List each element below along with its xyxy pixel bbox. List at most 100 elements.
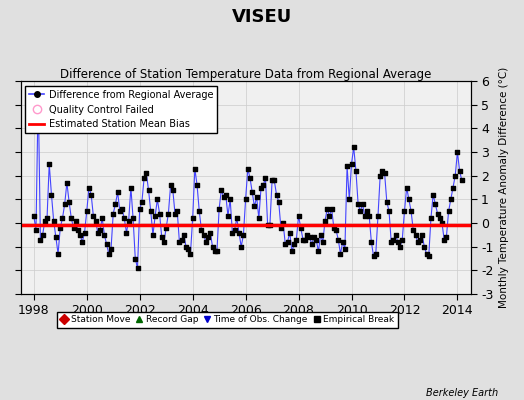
Point bbox=[45, 161, 53, 167]
Point bbox=[332, 227, 340, 233]
Point bbox=[237, 244, 245, 250]
Point bbox=[294, 213, 303, 219]
Point bbox=[164, 210, 172, 217]
Point bbox=[413, 239, 422, 245]
Point bbox=[239, 232, 248, 238]
Point bbox=[197, 227, 205, 233]
Point bbox=[180, 232, 188, 238]
Point bbox=[58, 215, 67, 222]
Point bbox=[431, 201, 440, 207]
Point bbox=[226, 196, 234, 202]
Point bbox=[149, 232, 157, 238]
Point bbox=[89, 213, 97, 219]
Point bbox=[427, 215, 435, 222]
Point bbox=[451, 172, 460, 179]
Point bbox=[250, 203, 259, 210]
Point bbox=[429, 192, 438, 198]
Point bbox=[418, 232, 427, 238]
Point bbox=[116, 208, 124, 214]
Point bbox=[330, 224, 338, 231]
Point bbox=[69, 224, 78, 231]
Point bbox=[343, 163, 351, 170]
Point bbox=[158, 234, 166, 240]
Point bbox=[186, 251, 194, 257]
Point bbox=[49, 218, 58, 224]
Point bbox=[83, 208, 91, 214]
Point bbox=[301, 236, 309, 243]
Point bbox=[308, 241, 316, 248]
Point bbox=[155, 210, 163, 217]
Point bbox=[76, 232, 84, 238]
Point bbox=[248, 189, 256, 196]
Point bbox=[314, 248, 323, 255]
Point bbox=[435, 215, 444, 222]
Point bbox=[416, 236, 424, 243]
Point bbox=[54, 251, 62, 257]
Point bbox=[440, 236, 449, 243]
Point bbox=[363, 208, 371, 214]
Point bbox=[142, 170, 150, 176]
Point bbox=[279, 220, 287, 226]
Point bbox=[120, 215, 128, 222]
Point bbox=[34, 90, 42, 96]
Point bbox=[253, 194, 261, 200]
Point bbox=[319, 239, 327, 245]
Point bbox=[369, 253, 378, 259]
Point bbox=[290, 241, 298, 248]
Point bbox=[222, 192, 230, 198]
Point bbox=[455, 168, 464, 174]
Point bbox=[361, 213, 369, 219]
Point bbox=[433, 210, 442, 217]
Point bbox=[114, 189, 122, 196]
Point bbox=[422, 251, 431, 257]
Point bbox=[409, 227, 418, 233]
Point bbox=[378, 168, 387, 174]
Point bbox=[118, 206, 126, 212]
Point bbox=[405, 196, 413, 202]
Point bbox=[347, 161, 356, 167]
Point bbox=[398, 236, 407, 243]
Text: Berkeley Earth: Berkeley Earth bbox=[425, 388, 498, 398]
Point bbox=[259, 182, 267, 188]
Point bbox=[438, 220, 446, 226]
Point bbox=[109, 210, 117, 217]
Point bbox=[136, 206, 144, 212]
Point bbox=[303, 232, 312, 238]
Point bbox=[288, 248, 296, 255]
Point bbox=[71, 218, 80, 224]
Point bbox=[356, 208, 365, 214]
Point bbox=[244, 165, 252, 172]
Point bbox=[396, 244, 404, 250]
Point bbox=[297, 224, 305, 231]
Point bbox=[444, 208, 453, 214]
Point bbox=[41, 218, 49, 224]
Point bbox=[453, 149, 462, 155]
Point bbox=[266, 222, 274, 229]
Point bbox=[87, 192, 95, 198]
Point bbox=[246, 175, 254, 181]
Point bbox=[85, 184, 93, 191]
Point bbox=[321, 218, 329, 224]
Point bbox=[255, 215, 263, 222]
Point bbox=[32, 227, 40, 233]
Point bbox=[213, 248, 221, 255]
Point bbox=[358, 201, 367, 207]
Point bbox=[286, 229, 294, 236]
Point bbox=[367, 239, 376, 245]
Point bbox=[140, 175, 148, 181]
Point bbox=[60, 201, 69, 207]
Point bbox=[394, 239, 402, 245]
Point bbox=[411, 232, 420, 238]
Point bbox=[96, 227, 104, 233]
Point bbox=[160, 239, 168, 245]
Point bbox=[372, 251, 380, 257]
Point bbox=[374, 213, 382, 219]
Point bbox=[182, 244, 190, 250]
Title: Difference of Station Temperature Data from Regional Average: Difference of Station Temperature Data f… bbox=[60, 68, 431, 81]
Point bbox=[209, 244, 217, 250]
Point bbox=[122, 229, 130, 236]
Point bbox=[175, 239, 183, 245]
Point bbox=[224, 213, 232, 219]
Point bbox=[283, 239, 292, 245]
Point bbox=[380, 170, 389, 176]
